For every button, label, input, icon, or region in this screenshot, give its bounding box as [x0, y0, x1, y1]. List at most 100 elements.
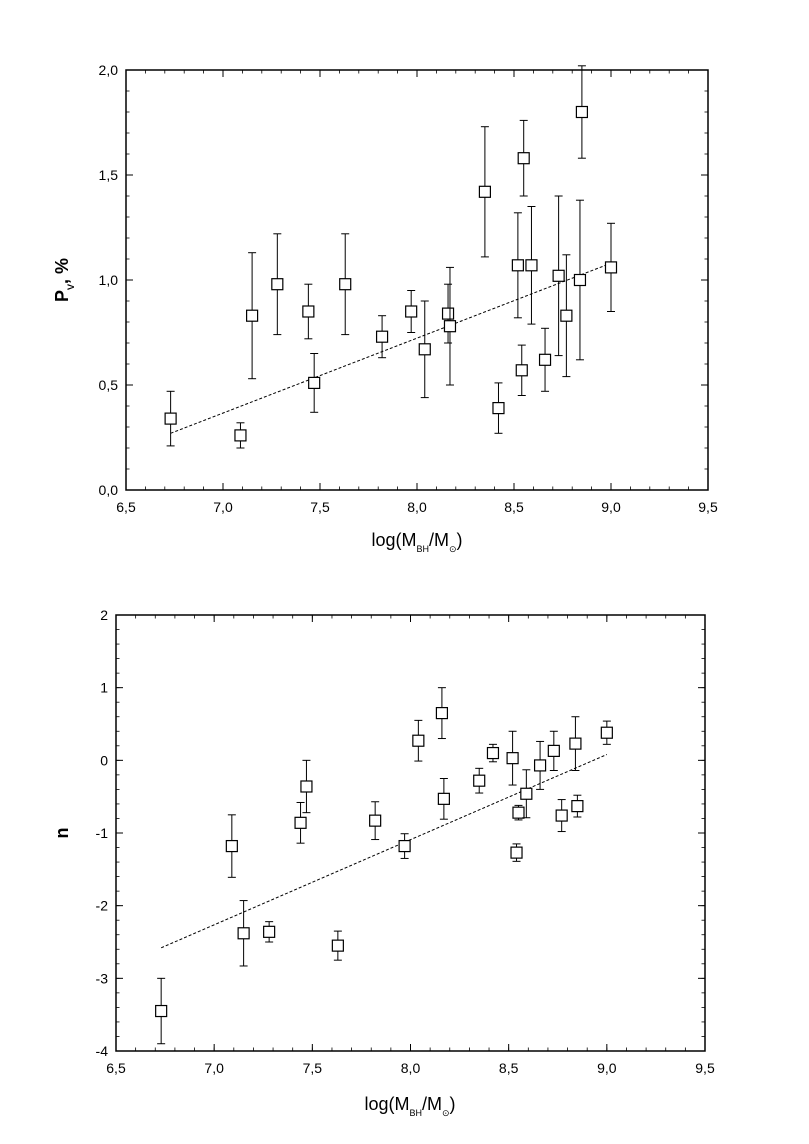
- square-marker: [552, 269, 565, 282]
- data-point: [547, 730, 560, 772]
- data-point: [234, 422, 247, 449]
- square-marker: [506, 752, 519, 765]
- x-tick-label: 7,5: [310, 499, 330, 515]
- data-point: [418, 300, 431, 399]
- x-tick-label: 6,5: [106, 1060, 126, 1076]
- axis-ticks: [125, 69, 709, 491]
- chart-bottom-index: 6,5 7,0 7,5 8,0 8,5 9,0 9,5 -4 -3 -2 -1 0 1 2 log(MB…: [52, 607, 715, 1118]
- square-marker: [533, 759, 547, 772]
- data-point: [604, 222, 618, 312]
- data-point: [575, 65, 589, 159]
- square-marker: [510, 846, 523, 859]
- y-tick-label: 1,0: [99, 272, 119, 288]
- y-tick-labels: 0,0 0,5 1,0 1,5 2,0: [99, 62, 119, 498]
- square-marker: [263, 925, 276, 938]
- data-point: [555, 799, 568, 833]
- square-marker: [418, 343, 431, 356]
- square-marker: [369, 814, 382, 827]
- square-marker: [555, 809, 568, 822]
- square-marker: [443, 320, 457, 333]
- square-marker: [339, 278, 352, 291]
- fit-line: [170, 262, 612, 434]
- y-axis-title: n: [52, 828, 72, 839]
- square-marker: [294, 816, 307, 829]
- data-point: [492, 382, 505, 434]
- y-tick-label: -3: [96, 970, 109, 986]
- square-marker: [520, 787, 533, 800]
- data-point: [308, 353, 321, 413]
- y-tick-labels: -4 -3 -2 -1 0 1 2: [96, 607, 109, 1059]
- x-tick-label: 8,0: [407, 499, 427, 515]
- x-tick-label: 9,0: [601, 499, 621, 515]
- square-marker: [441, 307, 455, 320]
- data-point: [515, 344, 528, 396]
- data-point: [302, 283, 315, 340]
- data-point: [369, 801, 382, 841]
- y-tick-label: 0,5: [99, 377, 119, 393]
- data-points: [164, 65, 618, 449]
- x-tick-label: 8,5: [504, 499, 524, 515]
- square-marker: [511, 259, 524, 272]
- square-marker: [573, 273, 587, 287]
- data-point: [263, 921, 276, 943]
- square-marker: [575, 105, 589, 119]
- square-marker: [246, 309, 259, 322]
- data-point: [533, 740, 547, 790]
- plot-frame: [125, 69, 709, 491]
- data-point: [246, 252, 259, 380]
- square-marker: [308, 376, 321, 389]
- y-tick-label: -4: [96, 1043, 109, 1059]
- data-point: [560, 254, 573, 378]
- axis-ticks: [115, 614, 706, 1052]
- data-point: [569, 716, 582, 772]
- x-tick-label: 9,0: [597, 1060, 617, 1076]
- square-marker: [300, 780, 313, 793]
- y-tick-label: 0: [100, 752, 108, 768]
- x-tick-label: 7,5: [303, 1060, 323, 1076]
- square-marker: [225, 839, 238, 853]
- square-marker: [435, 706, 449, 720]
- data-point: [405, 290, 418, 333]
- x-tick-label: 7,0: [213, 499, 233, 515]
- data-points: [155, 687, 613, 1045]
- data-point: [331, 930, 344, 961]
- data-point: [510, 843, 523, 862]
- x-tick-labels: 6,5 7,0 7,5 8,0 8,5 9,0 9,5: [106, 1060, 715, 1076]
- plot-frame: [115, 614, 706, 1052]
- data-point: [339, 233, 352, 336]
- fit-line: [160, 754, 608, 949]
- data-point: [435, 687, 449, 740]
- data-point: [525, 206, 538, 325]
- data-point: [271, 233, 284, 336]
- square-marker: [405, 305, 418, 318]
- data-point: [571, 794, 584, 818]
- square-marker: [604, 261, 618, 274]
- x-tick-label: 8,0: [401, 1060, 421, 1076]
- square-marker: [517, 152, 530, 165]
- square-marker: [412, 734, 425, 747]
- square-marker: [437, 792, 450, 805]
- square-marker: [571, 800, 584, 813]
- chart-top-polarization: 6,5 7,0 7,5 8,0 8,5 9,0 9,5 0,0 0,5 1,0 1,5 2,0 lo…: [52, 62, 718, 554]
- x-tick-label: 9,5: [698, 499, 718, 515]
- x-tick-label: 9,5: [695, 1060, 715, 1076]
- data-point: [437, 778, 450, 820]
- square-marker: [515, 364, 528, 377]
- data-point: [441, 283, 455, 344]
- square-marker: [525, 259, 538, 272]
- data-point: [398, 833, 411, 859]
- data-point: [300, 759, 313, 814]
- square-marker: [398, 839, 411, 853]
- data-point: [512, 804, 525, 821]
- data-point: [478, 126, 491, 258]
- square-marker: [234, 429, 247, 442]
- data-point: [155, 977, 168, 1045]
- x-tick-label: 8,5: [499, 1060, 519, 1076]
- x-tick-label: 6,5: [116, 499, 136, 515]
- square-marker: [237, 927, 250, 940]
- x-axis-title: log(MBH/M⊙): [371, 530, 462, 554]
- y-tick-label: 1,5: [99, 167, 119, 183]
- y-tick-label: 1: [100, 680, 108, 696]
- square-marker: [375, 330, 389, 343]
- data-point: [520, 769, 533, 819]
